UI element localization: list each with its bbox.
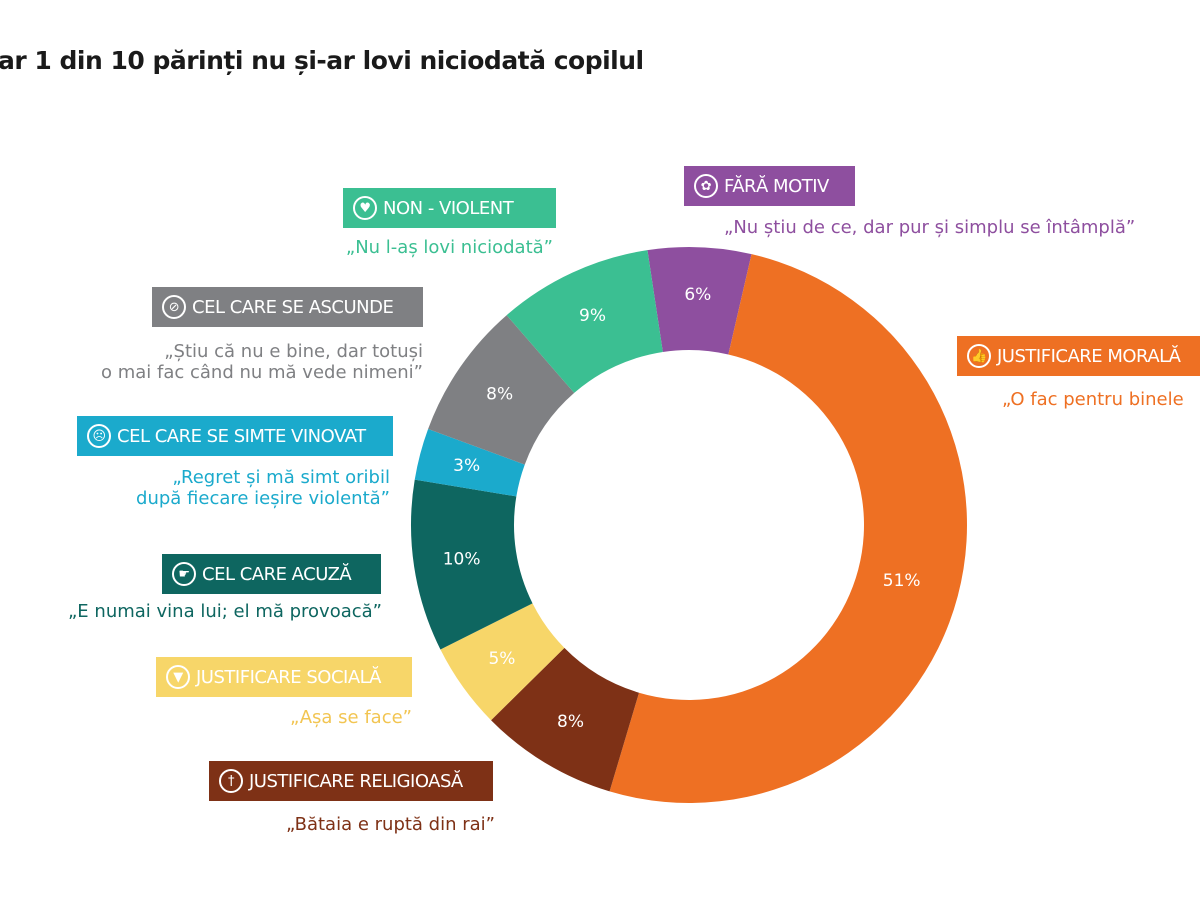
chart-title: ar 1 din 10 părinți nu și-ar lovi niciod… (0, 46, 644, 75)
triangle-down-icon: ▼ (166, 665, 190, 689)
category-label-box: ▼ JUSTIFICARE SOCIALĂ (156, 657, 412, 697)
slice-3 (440, 603, 565, 721)
slice-label: 3% (453, 456, 480, 476)
slice-2 (491, 647, 640, 792)
category-quote: „Nu știu de ce, dar pur și simplu se înt… (724, 217, 1136, 238)
flower-icon: ✿ (694, 174, 718, 198)
category-label-box: ⊘ CEL CARE SE ASCUNDE (152, 287, 423, 327)
heart-icon: ♥ (353, 196, 377, 220)
slice-label: 10% (443, 549, 481, 569)
category-name: JUSTIFICARE RELIGIOASĂ (249, 770, 463, 792)
category-label-box: ♥ NON - VIOLENT (343, 188, 556, 228)
pointing-hand-icon: ☛ (172, 562, 196, 586)
category-name: CEL CARE ACUZĂ (202, 563, 352, 585)
category-label-box: ☛ CEL CARE ACUZĂ (162, 554, 381, 594)
slice-label: 6% (684, 285, 711, 305)
category-name: CEL CARE SE SIMTE VINOVAT (117, 425, 366, 447)
slice-1 (609, 254, 967, 803)
slice-label: 5% (488, 649, 515, 669)
eye-slash-icon: ⊘ (162, 295, 186, 319)
slice-4 (411, 479, 533, 650)
category-label-box: † JUSTIFICARE RELIGIOASĂ (209, 761, 493, 801)
slice-label: 8% (486, 384, 513, 404)
category-name: NON - VIOLENT (383, 197, 514, 219)
category-quote: „Nu l-aș lovi niciodată” (345, 237, 553, 258)
slice-6 (428, 315, 575, 465)
category-quote: „O fac pentru binele (1002, 389, 1184, 410)
category-quote: „Așa se face” (290, 707, 412, 728)
category-quote: „Regret și mă simt oribil după fiecare ie… (136, 467, 390, 509)
sad-face-icon: ☹ (87, 424, 111, 448)
category-name: JUSTIFICARE SOCIALĂ (196, 666, 381, 688)
slice-7 (506, 250, 663, 393)
slice-0 (647, 247, 752, 355)
category-name: JUSTIFICARE MORALĂ (997, 345, 1181, 367)
category-label-box: ✿ FĂRĂ MOTIV (684, 166, 855, 206)
category-quote: „Știu că nu e bine, dar totuși o mai fac … (100, 341, 423, 383)
thumbs-up-icon: 👍 (967, 344, 991, 368)
slice-label: 9% (579, 306, 606, 326)
slice-5 (414, 429, 525, 497)
category-quote: „E numai vina lui; el mă provoacă” (67, 601, 382, 622)
category-label-box: 👍 JUSTIFICARE MORALĂ (957, 336, 1200, 376)
category-name: CEL CARE SE ASCUNDE (192, 296, 394, 318)
slice-label: 8% (557, 712, 584, 732)
cross-icon: † (219, 769, 243, 793)
slice-label: 51% (883, 571, 921, 591)
category-quote: „Bătaia e ruptă din rai” (285, 814, 495, 835)
category-label-box: ☹ CEL CARE SE SIMTE VINOVAT (77, 416, 393, 456)
category-name: FĂRĂ MOTIV (724, 175, 829, 197)
